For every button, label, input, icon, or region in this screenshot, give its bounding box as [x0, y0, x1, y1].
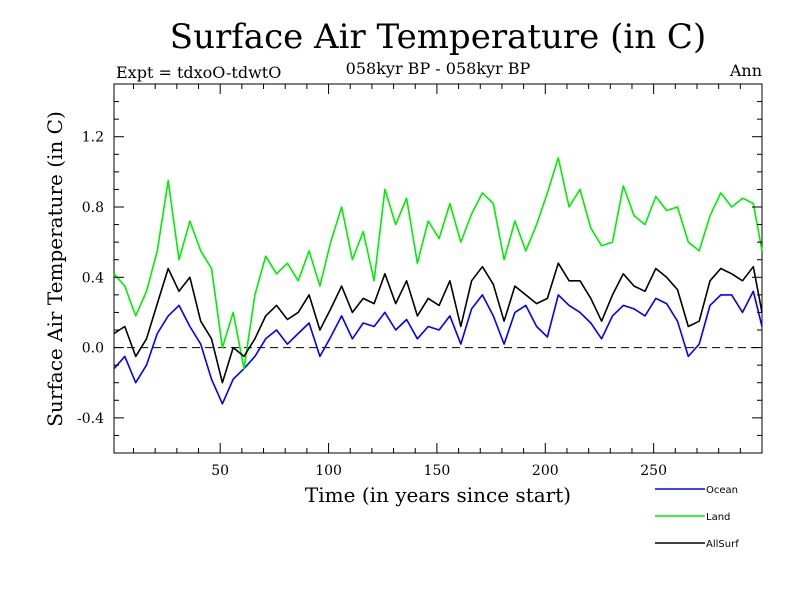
- chart-title: Surface Air Temperature (in C): [170, 17, 706, 57]
- y-tick-label: 0.8: [82, 200, 104, 216]
- chart-subtitle-center: 058kyr BP - 058kyr BP: [346, 59, 531, 78]
- ticks-layer: 50 100 150 200 250 -0.4 0.0 0.4 0.8 1.2: [77, 83, 762, 479]
- x-tick-label: 250: [640, 463, 667, 479]
- x-tick-label: 50: [211, 463, 229, 479]
- y-tick-label: 0.0: [82, 341, 104, 357]
- series-layer: [113, 157, 763, 405]
- chart-subtitle-right: Ann: [729, 61, 762, 80]
- legend: Ocean Land AllSurf: [655, 485, 739, 550]
- y-tick-label: 0.4: [82, 270, 104, 286]
- y-tick-label: 1.2: [82, 130, 104, 146]
- x-axis-label: Time (in years since start): [305, 483, 571, 507]
- series-line-allsurf: [113, 262, 763, 384]
- plot-frame: [113, 83, 763, 454]
- x-tick-label: 150: [424, 463, 451, 479]
- x-tick-label: 200: [532, 463, 559, 479]
- series-line-ocean: [113, 290, 763, 405]
- series-line-land: [113, 157, 763, 370]
- y-tick-label: -0.4: [77, 411, 104, 427]
- x-tick-label: 100: [315, 463, 342, 479]
- legend-label-allsurf: AllSurf: [706, 539, 739, 550]
- chart-subtitle-left: Expt = tdxoO-tdwtO: [116, 63, 281, 82]
- legend-label-land: Land: [706, 512, 730, 523]
- y-axis-label: Surface Air Temperature (in C): [43, 111, 67, 427]
- legend-label-ocean: Ocean: [706, 485, 738, 496]
